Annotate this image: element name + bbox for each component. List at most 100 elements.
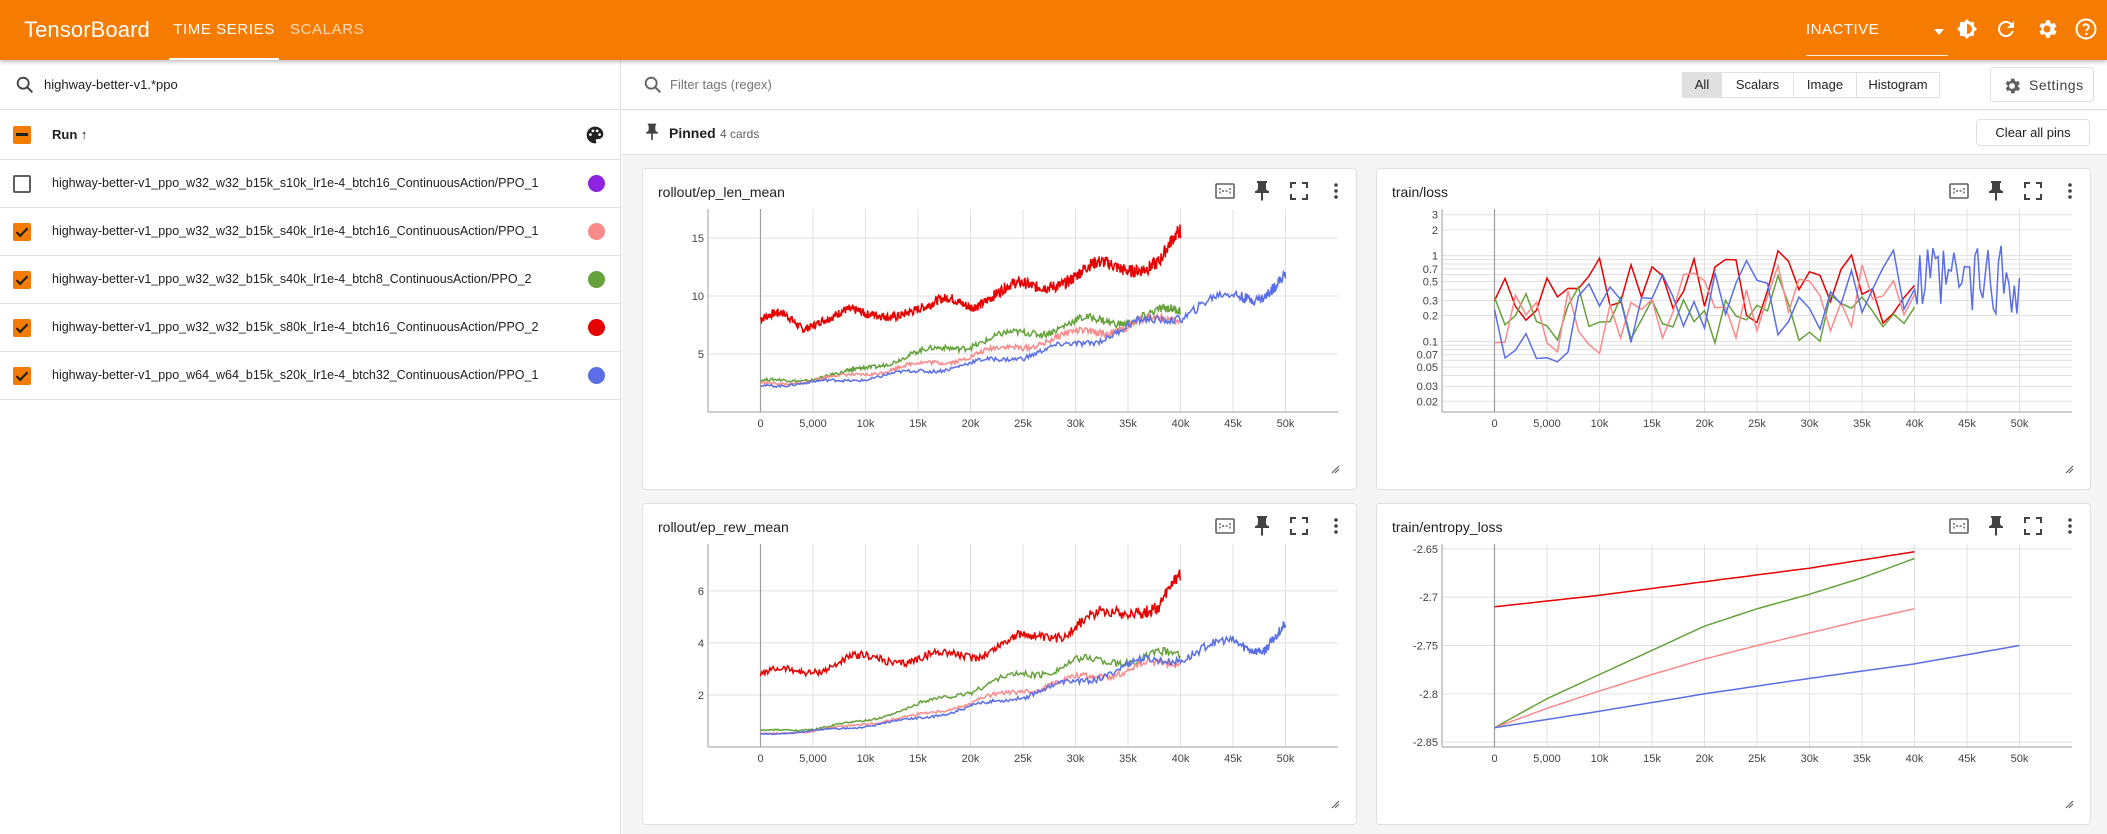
y-tick-label: -2.7 [1419,592,1438,604]
fit-domain-icon[interactable] [1947,179,1971,203]
tag-filter-bar: Filter tags (regex) All Scalars Image Hi… [622,60,2107,110]
fullscreen-icon[interactable] [1287,514,1311,538]
check-icon [15,323,29,334]
resize-handle-icon[interactable] [2064,461,2074,479]
run-color-swatch[interactable] [588,319,605,336]
more-vert-icon[interactable] [2058,514,2082,538]
resize-handle-icon[interactable] [1330,796,1340,814]
reload-status-dropdown[interactable]: INACTIVE [1806,12,1948,56]
help-icon[interactable] [2074,17,2098,41]
x-tick-label: 40k [1906,753,1924,765]
tab-time-series-label: TIME SERIES [173,21,275,38]
x-tick-label: 30k [1801,753,1819,765]
line-chart[interactable]: 0 5,000 10k 15k 20k 25k 30k 35k 40k 45k 50k 0.02 0.0… [1377,209,2090,449]
filter-type-scalars[interactable]: Scalars [1721,72,1794,98]
run-checkbox[interactable] [13,175,31,193]
x-tick-label: 0 [757,418,763,430]
run-color-swatch[interactable] [588,367,605,384]
resize-handle-icon[interactable] [1330,461,1340,479]
filter-type-image[interactable]: Image [1793,72,1857,98]
run-color-swatch[interactable] [588,175,605,192]
x-tick-label: 10k [857,418,875,430]
more-vert-icon[interactable] [1324,179,1348,203]
series-line [759,224,1182,334]
runs-panel: highway-better-v1.*ppo Run ↑ highway-bet… [0,60,621,834]
x-tick-label: 45k [1224,418,1242,430]
pin-card-icon[interactable] [1250,514,1274,538]
x-tick-label: 25k [1748,753,1766,765]
card-title: train/loss [1392,184,1449,200]
series-line [1494,644,2020,729]
settings-gear-icon[interactable] [2035,17,2059,41]
card-title: rollout/ep_len_mean [658,184,785,200]
y-tick-label: 0.07 [1417,350,1438,362]
run-checkbox[interactable] [13,367,31,385]
x-tick-label: 45k [1958,418,1976,430]
x-tick-label: 25k [1748,418,1766,430]
run-checkbox[interactable] [13,271,31,289]
card-title: rollout/ep_rew_mean [658,519,789,535]
runs-filter[interactable]: highway-better-v1.*ppo [0,60,620,110]
x-tick-label: 25k [1014,753,1032,765]
x-tick-label: 50k [1277,418,1295,430]
filter-type-histogram[interactable]: Histogram [1856,72,1940,98]
run-row[interactable]: highway-better-v1_ppo_w64_w64_b15k_s20k_… [0,352,620,400]
fullscreen-icon[interactable] [1287,179,1311,203]
more-vert-icon[interactable] [1324,514,1348,538]
series-line [1494,608,1915,729]
more-vert-icon[interactable] [2058,179,2082,203]
pin-card-icon[interactable] [1984,514,2008,538]
series-line [1493,273,1916,346]
run-color-swatch[interactable] [588,271,605,288]
filter-type-all[interactable]: All [1682,72,1722,98]
x-tick-label: 0 [1491,753,1497,765]
fullscreen-icon[interactable] [2021,514,2045,538]
x-tick-label: 15k [1643,418,1661,430]
x-tick-label: 40k [1172,753,1190,765]
palette-icon[interactable] [585,125,605,145]
run-row[interactable]: highway-better-v1_ppo_w32_w32_b15k_s40k_… [0,208,620,256]
fit-domain-icon[interactable] [1947,514,1971,538]
run-color-swatch[interactable] [588,223,605,240]
resize-handle-icon[interactable] [2064,796,2074,814]
series-line [759,569,1182,678]
x-tick-label: 45k [1224,753,1242,765]
series-line [759,303,1182,384]
x-tick-label: 10k [857,753,875,765]
series-line [760,311,1182,387]
clear-all-pins-button[interactable]: Clear all pins [1976,119,2090,146]
run-name: highway-better-v1_ppo_w32_w32_b15k_s10k_… [52,176,539,190]
x-tick-label: 40k [1172,418,1190,430]
run-checkbox[interactable] [13,223,31,241]
run-checkbox[interactable] [13,319,31,337]
fit-domain-icon[interactable] [1213,179,1237,203]
runs-filter-input[interactable]: highway-better-v1.*ppo [44,77,178,92]
tab-scalars[interactable]: SCALARS [290,0,364,60]
run-column-header[interactable]: Run ↑ [52,127,88,142]
run-name: highway-better-v1_ppo_w64_w64_b15k_s20k_… [52,368,539,382]
dark-mode-icon[interactable] [1955,17,1979,41]
line-chart[interactable]: 0 5,000 10k 15k 20k 25k 30k 35k 40k 45k 50k 2 4 6 [643,544,1356,784]
tab-time-series[interactable]: TIME SERIES [169,0,279,60]
run-row[interactable]: highway-better-v1_ppo_w32_w32_b15k_s10k_… [0,160,620,208]
x-tick-label: 30k [1801,418,1819,430]
x-tick-label: 45k [1958,753,1976,765]
line-chart[interactable]: 0 5,000 10k 15k 20k 25k 30k 35k 40k 45k 50k -2.85 -2… [1377,544,2090,784]
run-row[interactable]: highway-better-v1_ppo_w32_w32_b15k_s80k_… [0,304,620,352]
y-tick-label: 0.3 [1423,295,1438,307]
select-all-checkbox[interactable] [13,126,31,144]
fit-domain-icon[interactable] [1213,514,1237,538]
run-row[interactable]: highway-better-v1_ppo_w32_w32_b15k_s40k_… [0,256,620,304]
settings-button[interactable]: Settings [1990,67,2094,102]
run-name: highway-better-v1_ppo_w32_w32_b15k_s80k_… [52,320,539,334]
top-app-bar: TensorBoard TIME SERIES SCALARS INACTIVE [0,0,2107,60]
fullscreen-icon[interactable] [2021,179,2045,203]
x-tick-label: 20k [962,753,980,765]
pin-card-icon[interactable] [1250,179,1274,203]
pin-card-icon[interactable] [1984,179,2008,203]
runs-table-header: Run ↑ [0,110,620,160]
line-chart[interactable]: 0 5,000 10k 15k 20k 25k 30k 35k 40k 45k 50k 5 10 15 [643,209,1356,449]
refresh-icon[interactable] [1994,17,2018,41]
run-name: highway-better-v1_ppo_w32_w32_b15k_s40k_… [52,272,532,286]
tag-filter-input[interactable]: Filter tags (regex) [670,77,772,92]
